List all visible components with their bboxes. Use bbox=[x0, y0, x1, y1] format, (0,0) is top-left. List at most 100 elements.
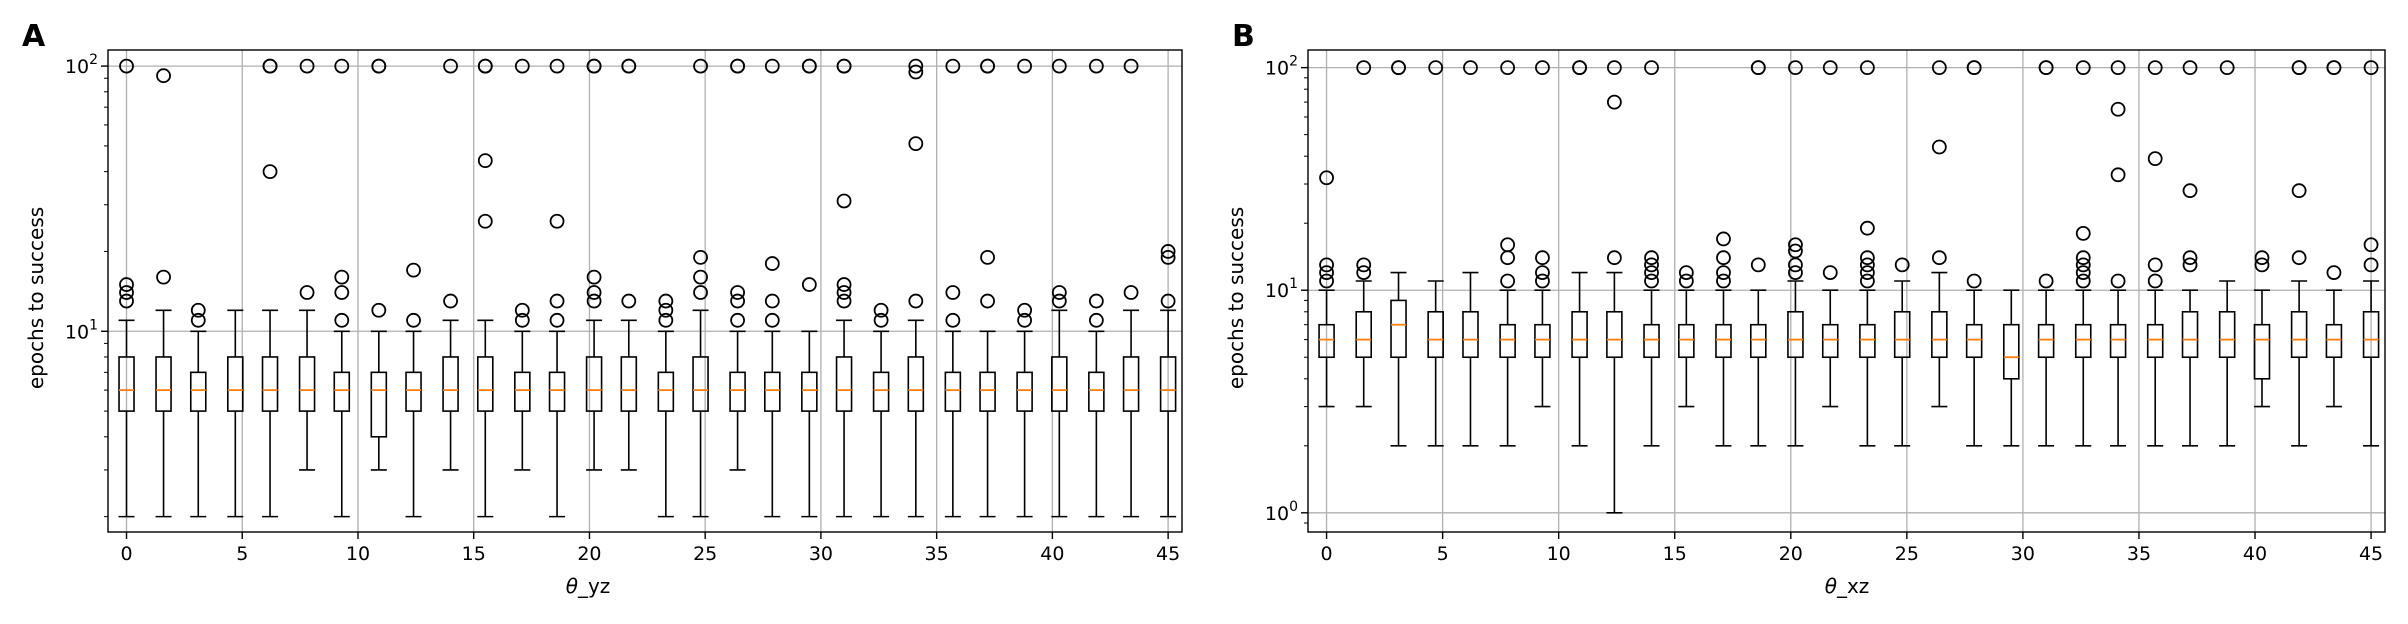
box-13 bbox=[1787, 60, 1804, 447]
flier-point bbox=[334, 285, 350, 300]
x-tick-label: 40 bbox=[1040, 543, 1064, 565]
flier-point bbox=[2075, 257, 2091, 273]
box-21 bbox=[872, 302, 890, 518]
flier-point bbox=[1123, 285, 1139, 300]
iqr-box bbox=[1355, 310, 1373, 359]
box-9 bbox=[1643, 60, 1660, 447]
flier-point bbox=[371, 302, 387, 318]
x-tick-label: 30 bbox=[809, 543, 833, 565]
box-16 bbox=[1893, 257, 1911, 447]
flier-point bbox=[2326, 60, 2342, 76]
box-15 bbox=[657, 293, 675, 518]
iqr-box bbox=[370, 371, 388, 438]
flier-point bbox=[1678, 265, 1694, 280]
iqr-box bbox=[2218, 310, 2236, 359]
x-tick-label: 5 bbox=[1437, 543, 1449, 565]
axes-frame bbox=[107, 49, 1183, 533]
flier-point bbox=[586, 293, 602, 309]
iqr-box bbox=[2074, 323, 2092, 359]
box-8 bbox=[1606, 60, 1623, 514]
iqr-box bbox=[476, 356, 494, 412]
iqr-box bbox=[227, 356, 244, 412]
flier-point bbox=[1859, 220, 1875, 236]
box-9 bbox=[442, 58, 459, 471]
flier-point bbox=[1017, 302, 1033, 318]
flier-point bbox=[2254, 257, 2270, 273]
panel-label-b: B bbox=[1232, 19, 1255, 54]
iqr-box bbox=[1859, 323, 1876, 359]
box-8 bbox=[405, 262, 422, 518]
iqr-box bbox=[1606, 310, 1623, 359]
box-7 bbox=[1571, 60, 1588, 447]
iqr-box bbox=[1571, 310, 1588, 359]
flier-point bbox=[2326, 265, 2342, 280]
iqr-box bbox=[872, 371, 890, 412]
flier-point bbox=[908, 293, 924, 309]
y-tick-label: 102 bbox=[65, 52, 98, 78]
flier-point bbox=[2075, 273, 2091, 289]
flier-point bbox=[730, 312, 745, 328]
x-tick-label: 20 bbox=[1779, 543, 1803, 565]
flier-point bbox=[873, 312, 889, 328]
iqr-box bbox=[835, 356, 853, 412]
y-tick-exponent: 0 bbox=[1289, 499, 1298, 515]
flier-point bbox=[2075, 265, 2091, 280]
flier-point bbox=[1535, 265, 1550, 280]
flier-point bbox=[945, 312, 961, 328]
iqr-box bbox=[2325, 323, 2343, 359]
iqr-box bbox=[1088, 371, 1105, 412]
box-29 bbox=[2362, 60, 2380, 447]
flier-point bbox=[1822, 265, 1838, 280]
y-tick-exponent: 2 bbox=[1289, 54, 1298, 70]
flier-point bbox=[873, 302, 889, 318]
panel-label-a: A bbox=[22, 19, 46, 54]
flier-point bbox=[586, 285, 602, 300]
box-2 bbox=[189, 302, 207, 518]
iqr-box bbox=[944, 371, 962, 412]
flier-point bbox=[156, 269, 171, 285]
flier-point bbox=[549, 293, 565, 309]
box-22 bbox=[907, 58, 925, 518]
flier-point bbox=[1051, 285, 1067, 300]
flier-point bbox=[1500, 237, 1516, 253]
flier-point bbox=[2110, 273, 2126, 289]
flier-point bbox=[658, 312, 674, 328]
flier-point bbox=[2291, 60, 2307, 76]
flier-point bbox=[262, 164, 278, 180]
flier-point bbox=[1356, 257, 1372, 273]
flier-point bbox=[1859, 265, 1875, 280]
flier-point bbox=[1859, 60, 1875, 76]
iqr-box bbox=[1390, 299, 1407, 359]
y-axis-label-b: epochs to success bbox=[1224, 207, 1248, 389]
flier-point bbox=[730, 293, 745, 309]
box-0 bbox=[1318, 170, 1335, 408]
flier-point bbox=[2075, 225, 2091, 241]
flier-point bbox=[1644, 265, 1659, 280]
box-26 bbox=[1051, 58, 1068, 518]
box-18 bbox=[764, 58, 781, 518]
flier-point bbox=[1319, 273, 1334, 289]
box-2 bbox=[1390, 60, 1407, 447]
iqr-box bbox=[764, 371, 781, 412]
flier-point bbox=[945, 285, 961, 300]
x-tick-label: 30 bbox=[2011, 543, 2035, 565]
box-7 bbox=[370, 58, 388, 471]
flier-point bbox=[1716, 231, 1731, 247]
flier-point bbox=[801, 277, 817, 292]
flier-point bbox=[764, 256, 780, 271]
flier-point bbox=[514, 58, 530, 74]
iqr-box bbox=[657, 371, 675, 412]
flier-point bbox=[2363, 60, 2379, 76]
flier-point bbox=[334, 312, 350, 328]
y-tick-exponent: 1 bbox=[89, 317, 98, 333]
flier-point bbox=[2363, 257, 2379, 273]
y-tick-base: 10 bbox=[1265, 58, 1289, 80]
x-tick-label: 20 bbox=[577, 543, 601, 565]
y-tick-exponent: 1 bbox=[1289, 276, 1298, 292]
flier-point bbox=[836, 285, 852, 300]
flier-point bbox=[945, 58, 961, 74]
flier-point bbox=[1319, 257, 1334, 273]
flier-point bbox=[693, 58, 708, 74]
